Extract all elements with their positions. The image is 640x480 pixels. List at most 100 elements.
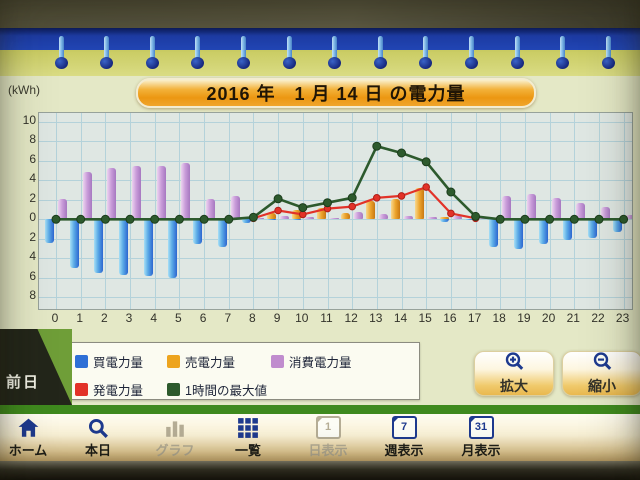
calendar-icon: 1 — [296, 416, 360, 439]
chart-lines — [51, 141, 629, 224]
gridline — [39, 141, 632, 143]
binder-ring-dot — [510, 57, 524, 69]
bar-purchased-power — [513, 219, 523, 250]
gridline — [105, 113, 107, 309]
calendar-icon: 31 — [449, 416, 513, 439]
y-tick-label: 8 — [29, 132, 36, 147]
x-tick-label: 1 — [76, 311, 84, 325]
hourly-max-line-marker — [471, 211, 481, 221]
gridline — [401, 113, 403, 309]
x-tick-label: 13 — [369, 311, 383, 325]
legend-item: 1時間の最大値 — [167, 380, 271, 399]
bar-chart-icon — [143, 416, 207, 439]
legend-item: 発電力量 — [75, 380, 167, 399]
generation-line-marker — [274, 206, 282, 215]
nav-item-today[interactable]: 本日 — [66, 416, 130, 459]
bar-purchased-power — [612, 219, 622, 232]
gridline — [623, 113, 625, 309]
binder-ring-stem — [286, 36, 292, 62]
binder-ring — [328, 36, 342, 69]
gridline — [39, 277, 632, 279]
gridline — [524, 113, 526, 309]
previous-day-tab[interactable]: 前日 — [0, 329, 72, 405]
gridline — [599, 113, 600, 309]
hourly-max-line-marker — [520, 214, 530, 224]
binder-ring — [100, 36, 114, 69]
binder-ring — [145, 36, 159, 69]
nav-item-week-view[interactable]: 7 週表示 — [372, 416, 436, 459]
binder-ring — [601, 36, 615, 69]
bar-consumed-power — [502, 195, 512, 220]
gridline — [574, 113, 576, 309]
photo-bezel-bottom — [0, 461, 640, 480]
x-tick-label: 23 — [615, 311, 630, 325]
gridline — [179, 113, 181, 309]
gridline — [352, 113, 354, 309]
binder-ring — [373, 36, 387, 69]
hourly-max-line-marker — [397, 148, 406, 158]
hourly-max-line-marker — [51, 214, 61, 224]
hourly-max-line-marker — [372, 141, 382, 151]
x-tick-label: 14 — [393, 311, 408, 325]
x-tick-label: 8 — [249, 311, 256, 325]
zoom-in-button[interactable]: 拡大 — [474, 351, 554, 396]
bar-sold-power — [415, 188, 425, 220]
x-tick-label: 16 — [443, 311, 457, 325]
legend-label: 消費電力量 — [289, 356, 352, 370]
x-tick-label: 15 — [418, 311, 432, 325]
zoom-in-label: 拡大 — [500, 378, 528, 394]
y-tick-label: 4 — [29, 249, 36, 264]
previous-day-label: 前日 — [6, 374, 41, 391]
binder-ring — [464, 36, 478, 69]
x-tick-label: 11 — [320, 311, 333, 325]
bar-consumed-power — [181, 162, 191, 220]
gridline — [204, 113, 206, 309]
y-tick-label: 2 — [29, 190, 36, 205]
gridline — [56, 113, 57, 309]
bar-consumed-power — [206, 198, 216, 220]
binder-ring-stem — [468, 36, 474, 62]
binder-ring-stem — [560, 36, 566, 62]
binder-ring-stem — [423, 36, 429, 62]
nav-item-list[interactable]: 一覧 — [216, 416, 280, 459]
magnifier-plus-icon — [504, 351, 525, 377]
generation-line-marker — [422, 183, 431, 191]
gridline — [39, 297, 632, 299]
x-tick-label: 19 — [517, 311, 531, 325]
binder-ring-stem — [377, 36, 383, 62]
nav-item-home[interactable]: ホーム — [0, 416, 60, 459]
y-tick-label: 4 — [29, 171, 36, 186]
binder-ring-stem — [514, 36, 520, 62]
binder-ring — [191, 36, 205, 69]
x-tick-label: 17 — [467, 311, 482, 325]
page-title: 2016 年 1 月 14 日 の電力量 — [136, 78, 536, 108]
legend-swatch — [271, 355, 284, 368]
y-tick-label: 2 — [29, 229, 36, 244]
hourly-max-line-marker — [273, 194, 283, 204]
gridline — [228, 113, 230, 309]
zoom-out-button[interactable]: 縮小 — [562, 351, 640, 396]
hourly-max-line-marker — [594, 214, 604, 224]
bar-purchased-power — [563, 219, 573, 240]
bar-consumed-power — [255, 218, 265, 220]
bar-purchased-power — [69, 219, 79, 269]
hourly-max-line-marker — [619, 214, 629, 224]
photo-bezel-top — [0, 0, 640, 28]
nav-item-day-view: 1 日表示 — [296, 416, 360, 459]
binder-ring-dot — [556, 57, 570, 69]
legend-swatch — [75, 383, 88, 396]
x-tick-label: 20 — [541, 311, 556, 325]
x-tick-label: 6 — [199, 311, 207, 325]
previous-day-tab-shape — [0, 329, 72, 405]
bar-consumed-power — [156, 165, 166, 220]
hourly-max-line-marker — [421, 157, 431, 167]
generation-line-marker — [348, 202, 357, 211]
x-tick-label: 7 — [224, 311, 232, 325]
binder-ring-dot — [328, 57, 342, 69]
gridline — [549, 113, 551, 309]
search-icon — [66, 416, 130, 439]
hourly-max-line-marker — [174, 214, 184, 224]
binder-ring — [54, 36, 68, 69]
bar-purchased-power — [267, 219, 277, 221]
nav-item-month-view[interactable]: 31 月表示 — [449, 416, 513, 459]
